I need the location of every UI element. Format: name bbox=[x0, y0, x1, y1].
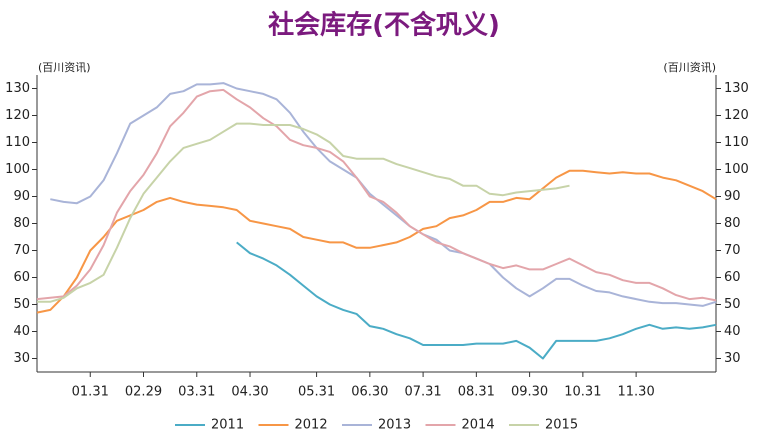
y-tick-label: 60 bbox=[13, 270, 30, 285]
x-tick-label: 10.31 bbox=[564, 385, 601, 400]
y-tick-label: 90 bbox=[13, 189, 30, 204]
x-tick-label: 09.30 bbox=[511, 385, 548, 400]
y2-tick-label: 100 bbox=[724, 162, 749, 177]
y-tick-label: 130 bbox=[5, 81, 30, 96]
x-tick-label: 07.31 bbox=[404, 385, 441, 400]
y-tick-label: 80 bbox=[13, 216, 30, 231]
x-tick-label: 11.30 bbox=[618, 385, 655, 400]
x-tick-label: 01.31 bbox=[72, 385, 109, 400]
y-tick-label: 100 bbox=[5, 162, 30, 177]
legend-label: 2013 bbox=[378, 418, 411, 433]
y-tick-label: 70 bbox=[13, 243, 30, 258]
y-tick-label: 40 bbox=[13, 324, 30, 339]
y2-tick-label: 60 bbox=[724, 270, 741, 285]
series-line bbox=[50, 82, 717, 307]
y2-tick-label: 90 bbox=[724, 189, 741, 204]
series-line bbox=[37, 122, 570, 303]
y2-tick-label: 130 bbox=[724, 81, 749, 96]
y2-axis-unit: (百川资讯) bbox=[663, 61, 716, 74]
x-tick-label: 03.31 bbox=[178, 385, 215, 400]
y2-tick-label: 70 bbox=[724, 243, 741, 258]
legend-label: 2011 bbox=[211, 418, 244, 433]
y-tick-label: 50 bbox=[13, 297, 30, 312]
legend-label: 2014 bbox=[462, 418, 495, 433]
y2-tick-label: 120 bbox=[724, 108, 749, 123]
legend-label: 2012 bbox=[295, 418, 328, 433]
y-tick-label: 30 bbox=[13, 351, 30, 366]
y2-tick-label: 110 bbox=[724, 135, 749, 150]
y2-tick-label: 40 bbox=[724, 324, 741, 339]
legend-label: 2015 bbox=[545, 418, 578, 433]
y2-tick-label: 30 bbox=[724, 351, 741, 366]
x-tick-label: 08.31 bbox=[458, 385, 495, 400]
series-line bbox=[236, 241, 717, 360]
y-tick-label: 110 bbox=[5, 135, 30, 150]
series-line bbox=[36, 169, 717, 314]
series-line bbox=[36, 88, 717, 302]
x-tick-label: 05.31 bbox=[298, 385, 335, 400]
x-tick-label: 02.29 bbox=[125, 385, 162, 400]
y2-tick-label: 50 bbox=[724, 297, 741, 312]
x-tick-label: 04.30 bbox=[231, 385, 268, 400]
y2-tick-label: 80 bbox=[724, 216, 741, 231]
y-axis-unit: (百川资讯) bbox=[38, 61, 91, 74]
y-tick-label: 120 bbox=[5, 108, 30, 123]
chart-title: 社会库存(不含巩义) bbox=[268, 10, 500, 41]
x-tick-label: 06.30 bbox=[351, 385, 388, 400]
